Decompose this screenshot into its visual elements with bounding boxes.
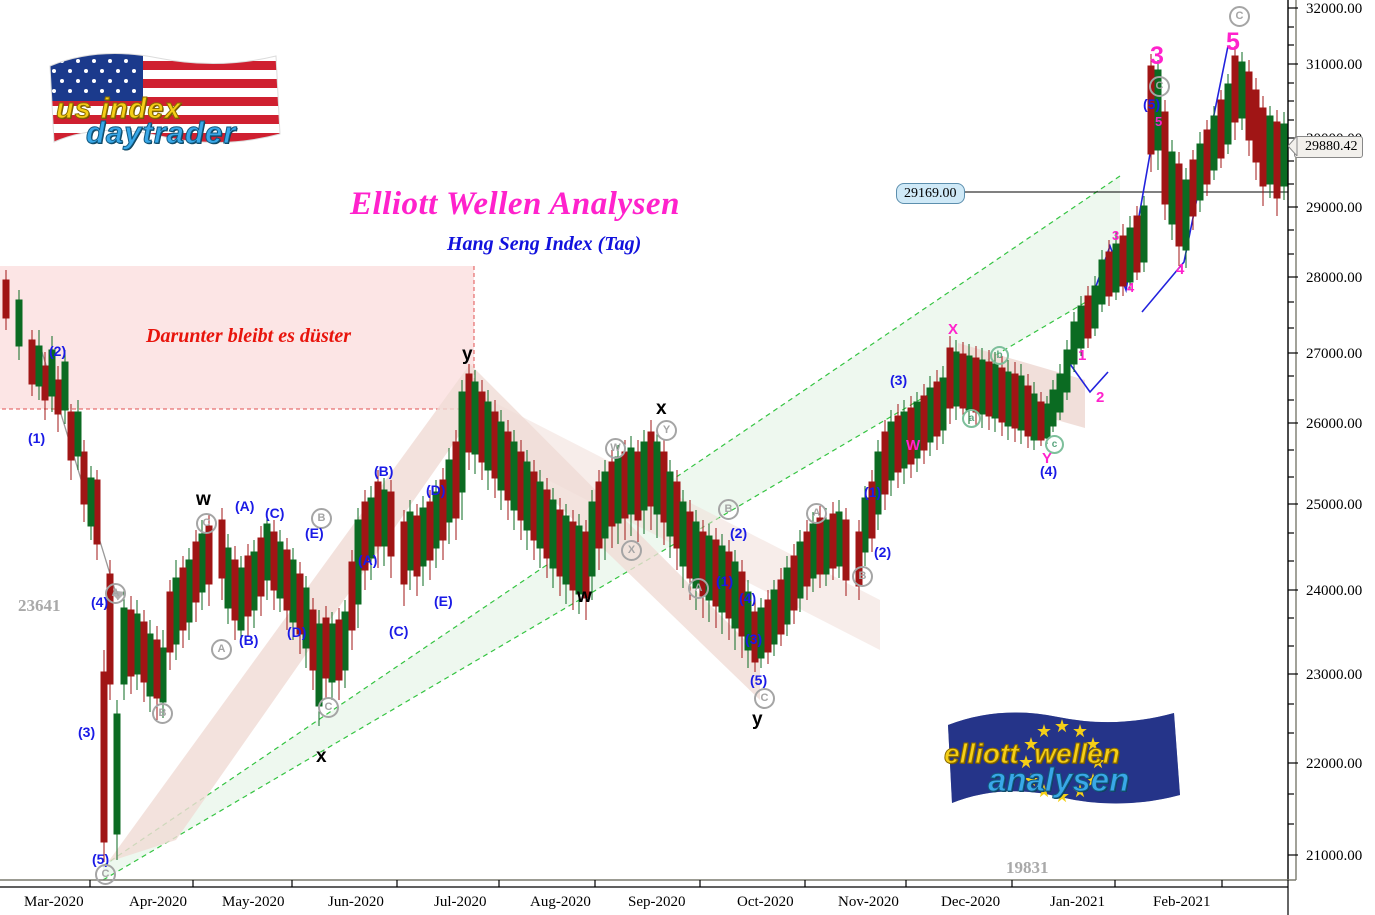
wave-label-black: y: [752, 709, 763, 730]
wave-label-circled-gray: C: [1229, 6, 1250, 27]
elliott-wellen-analysen-logo[interactable]: elliott wellen analysen: [930, 703, 1200, 828]
wave-label-blue: (3): [745, 631, 763, 647]
wave-label-circled-gray: X: [621, 540, 642, 561]
wave-label-blue: (5): [1143, 96, 1161, 112]
wave-label-blue: (5): [92, 851, 110, 867]
wave-label-blue: (B): [374, 463, 394, 479]
last-price-badge[interactable]: 29880.42: [1294, 136, 1363, 158]
wave-label-circled-gray: W: [605, 438, 626, 459]
gray-value-low-right: 19831: [1006, 858, 1049, 877]
wave-label-circled-gray: C: [318, 697, 339, 718]
wave-label-circled-green: a: [962, 409, 981, 428]
wave-label-blue: (3): [890, 372, 908, 388]
wave-label-blue: (1): [864, 484, 882, 500]
wave-label-blue: (A): [235, 498, 255, 514]
wave-label-magenta: 5: [1155, 114, 1163, 129]
wave-label-blue: (B): [239, 632, 259, 648]
wave-label-blue: (4): [91, 594, 109, 610]
wave-label-blue: (3): [78, 724, 96, 740]
y-axis-ticks: [1288, 7, 1298, 856]
wave-label-magenta: 3: [1150, 42, 1164, 70]
us-index-daytrader-logo[interactable]: us index daytrader: [28, 38, 308, 163]
wave-label-circled-gray: B: [852, 566, 873, 587]
wave-label-blue: (C): [265, 505, 285, 521]
level-line-value: 29169.00: [904, 185, 957, 201]
wave-label-magenta: W: [906, 437, 921, 454]
wave-label-magenta: 2: [1096, 389, 1105, 406]
level-line-label[interactable]: 29169.00: [896, 183, 965, 204]
wave-label-blue: (D): [426, 482, 446, 498]
wave-label-magenta: 1: [1078, 347, 1087, 364]
wave-label-black: x: [316, 746, 327, 767]
wave-label-circled-gray: A: [688, 578, 709, 599]
wave-label-magenta: 3: [1112, 228, 1120, 243]
wave-label-blue: (E): [434, 593, 453, 609]
wave-label-magenta: 4: [1127, 280, 1135, 295]
wave-label-circled-gray: C: [754, 688, 775, 709]
wave-label-blue: (1): [716, 573, 734, 589]
logo-line-analysen: analysen: [987, 761, 1130, 799]
wave-label-circled-gray: C: [95, 864, 116, 885]
wave-label-circled-green: c: [1045, 435, 1064, 454]
wave-label-blue: (2): [49, 343, 67, 359]
wave-label-blue: (4): [739, 590, 757, 606]
wave-label-blue: (4): [1040, 463, 1058, 479]
wave-label-magenta: 4: [1176, 261, 1185, 278]
page-subtitle: Hang Seng Index (Tag): [447, 233, 642, 255]
page-title: Elliott Wellen Analysen: [350, 186, 680, 222]
price-badge-pointer: [1288, 136, 1298, 156]
gray-value-low-left: 23641: [18, 596, 61, 615]
wave-label-magenta: Y: [1042, 450, 1053, 467]
wave-label-circled-gray: B: [152, 703, 173, 724]
wave-label-magenta: 5: [1226, 28, 1240, 56]
logo-line-elliott-wellen: elliott wellen: [944, 738, 1121, 770]
wave-label-circled-gray: C: [196, 513, 217, 534]
wave-label-blue: (5): [750, 672, 768, 688]
wave-label-blue: (2): [730, 525, 748, 541]
wave-label-black: w: [196, 489, 211, 510]
wave-label-circled-gray: A: [806, 503, 827, 524]
wave-label-blue: (1): [28, 430, 46, 446]
wave-label-circled-gray: B: [718, 499, 739, 520]
wave-label-blue: (A): [358, 552, 378, 568]
wave-label-circled-gray: Y: [656, 420, 677, 441]
wave-label-black: x: [656, 398, 667, 419]
wave-label-black: w: [577, 586, 592, 607]
wave-label-blue: (D): [287, 624, 307, 640]
logo-line-us-index: us index: [56, 93, 182, 126]
last-price-value: 29880.42: [1305, 139, 1358, 154]
wave-label-circled-gray: A: [211, 639, 232, 660]
logo-line-daytrader: daytrader: [85, 115, 237, 151]
wave-label-circled-gray: B: [311, 508, 332, 529]
wave-label-magenta: X: [948, 321, 959, 338]
wave-label-circled-gray: C: [1149, 76, 1170, 97]
wave-label-circled-gray: A: [105, 583, 126, 604]
wave-label-circled-green: b: [990, 346, 1009, 365]
wave-label-blue: (E): [305, 525, 324, 541]
x-axis-ticks: [89, 880, 1223, 887]
wave-label-blue: (2): [874, 544, 892, 560]
annotation-darunter: Darunter bleibt es düster: [146, 325, 352, 347]
wave-label-blue: (C): [389, 623, 409, 639]
wave-label-black: y: [462, 344, 473, 365]
